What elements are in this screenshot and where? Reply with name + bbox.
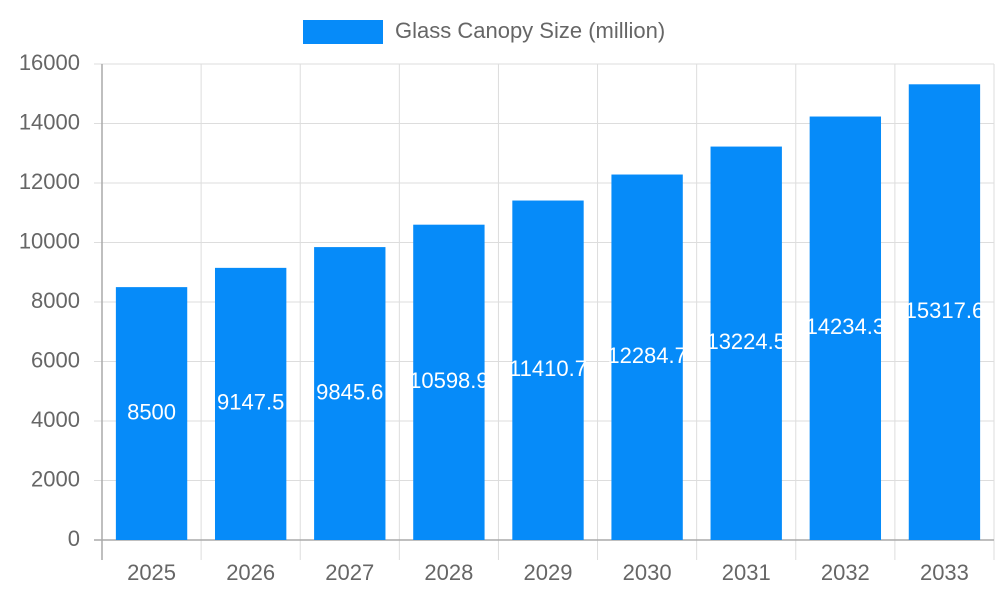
x-tick-label: 2029 <box>524 560 573 585</box>
y-tick-label: 10000 <box>19 228 80 253</box>
x-tick-label: 2026 <box>226 560 275 585</box>
bar <box>908 84 981 541</box>
x-tick-label: 2033 <box>920 560 969 585</box>
y-tick-label: 2000 <box>31 466 80 491</box>
y-tick-label: 0 <box>68 526 80 551</box>
value-label: 15317.6 <box>905 298 985 323</box>
bar <box>512 200 584 540</box>
x-tick-label: 2025 <box>127 560 176 585</box>
legend-swatch <box>303 20 383 44</box>
y-tick-label: 12000 <box>19 169 80 194</box>
value-label: 8500 <box>127 399 176 424</box>
legend-label: Glass Canopy Size (million) <box>395 18 665 43</box>
x-tick-label: 2027 <box>325 560 374 585</box>
bar <box>809 116 882 540</box>
value-label: 14234.3 <box>806 314 886 339</box>
bar <box>115 287 188 540</box>
value-label: 13224.5 <box>706 329 786 354</box>
x-tick-label: 2032 <box>821 560 870 585</box>
x-tick-label: 2030 <box>623 560 672 585</box>
bar <box>314 247 386 541</box>
bar <box>611 174 683 540</box>
x-tick-label: 2028 <box>424 560 473 585</box>
bar <box>214 267 287 540</box>
x-tick-label: 2031 <box>722 560 771 585</box>
value-label: 10598.9 <box>409 368 489 393</box>
value-label: 12284.7 <box>607 343 687 368</box>
y-tick-label: 14000 <box>19 109 80 134</box>
y-tick-label: 16000 <box>19 50 80 75</box>
bar <box>413 224 485 540</box>
value-label: 11410.7 <box>509 356 587 381</box>
value-label: 9147.5 <box>217 390 284 415</box>
value-label: 9845.6 <box>316 379 383 404</box>
y-tick-label: 6000 <box>31 347 80 372</box>
y-tick-label: 8000 <box>31 288 80 313</box>
y-tick-label: 4000 <box>31 407 80 432</box>
bar <box>710 146 782 541</box>
